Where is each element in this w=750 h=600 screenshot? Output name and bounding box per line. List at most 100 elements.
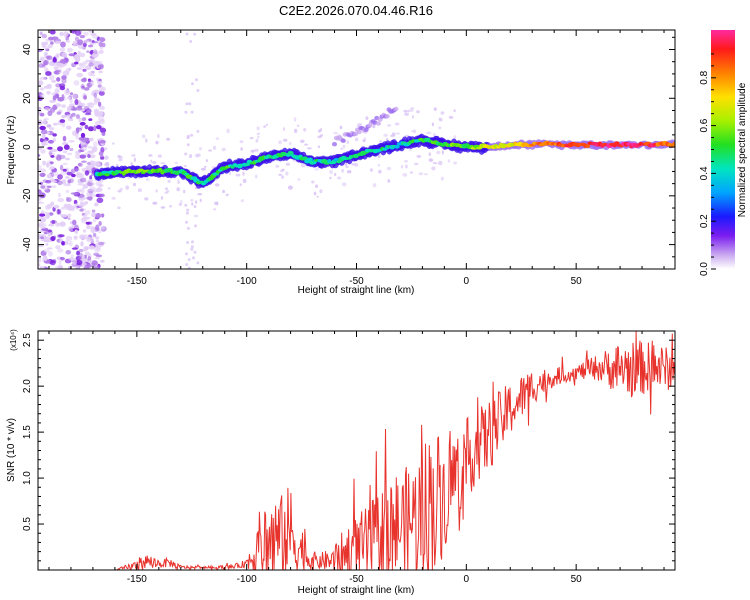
- streak-speck: [186, 241, 190, 244]
- faint-speck: [183, 189, 186, 194]
- faint-speck: [313, 191, 317, 196]
- faint-speck: [142, 134, 146, 139]
- faint-speck: [240, 147, 243, 151]
- faint-speck: [184, 164, 187, 168]
- faint-speck: [266, 123, 268, 127]
- faint-speck: [317, 145, 321, 149]
- faint-speck: [226, 128, 230, 134]
- snr-scale-label: (x10⁴): [9, 329, 18, 351]
- noise-speck: [38, 244, 44, 248]
- noise-speck: [51, 180, 57, 183]
- faint-speck: [125, 185, 130, 190]
- noise-speck: [40, 210, 45, 214]
- noise-speck: [101, 131, 106, 136]
- noise-speck: [47, 229, 53, 233]
- faint-speck: [281, 168, 285, 171]
- noise-speck: [73, 80, 80, 86]
- noise-speck: [42, 255, 48, 261]
- noise-speck: [65, 157, 70, 161]
- faint-speck: [208, 149, 213, 152]
- streak-speck: [196, 89, 200, 92]
- noise-speck: [38, 216, 42, 219]
- noise-speck: [38, 222, 44, 228]
- faint-speck: [228, 171, 231, 175]
- noise-speck: [83, 31, 89, 36]
- faint-speck: [316, 195, 319, 198]
- noise-speck: [52, 259, 57, 264]
- noise-speck: [48, 251, 53, 257]
- noise-speck: [65, 167, 69, 174]
- noise-speck: [86, 50, 90, 53]
- noise-speck: [43, 41, 49, 46]
- noise-speck: [92, 34, 99, 39]
- noise-speck: [48, 127, 55, 131]
- noise-speck: [38, 197, 42, 201]
- noise-speck: [50, 201, 55, 206]
- noise-speck: [41, 133, 46, 140]
- noise-speck: [77, 39, 84, 46]
- noise-speck: [55, 102, 61, 107]
- noise-speck: [93, 252, 100, 256]
- faint-speck: [416, 154, 422, 158]
- noise-speck: [73, 54, 80, 61]
- noise-speck: [82, 64, 86, 69]
- noise-speck: [73, 199, 78, 205]
- noise-speck: [43, 236, 51, 241]
- noise-speck: [61, 94, 65, 100]
- faint-speck: [288, 185, 293, 190]
- noise-speck: [94, 202, 99, 207]
- faint-speck: [239, 183, 242, 187]
- noise-speck: [59, 164, 64, 171]
- noise-speck: [100, 156, 105, 160]
- faint-speck: [334, 172, 337, 177]
- noise-speck: [39, 125, 46, 131]
- spectrogram-y-label: Frequency (Hz): [6, 116, 17, 185]
- noise-speck: [95, 243, 99, 248]
- streak-speck: [193, 32, 197, 36]
- faint-speck: [438, 117, 442, 121]
- noise-speck: [98, 193, 105, 198]
- noise-speck: [46, 175, 53, 179]
- faint-speck: [411, 129, 414, 133]
- noise-speck: [56, 77, 61, 82]
- x-tick-label: -100: [237, 276, 257, 287]
- noise-speck: [42, 138, 48, 142]
- noise-speck: [56, 111, 61, 115]
- noise-speck: [81, 117, 87, 122]
- faint-speck: [383, 133, 388, 137]
- faint-speck: [164, 187, 168, 190]
- faint-speck: [386, 166, 392, 171]
- noise-speck: [67, 205, 75, 211]
- noise-speck: [98, 60, 103, 65]
- noise-speck: [102, 42, 106, 48]
- noise-speck: [81, 217, 86, 222]
- noise-speck: [80, 173, 85, 179]
- noise-speck: [50, 107, 56, 113]
- noise-speck: [74, 61, 79, 65]
- noise-speck: [87, 80, 94, 83]
- faint-speck: [212, 145, 217, 150]
- faint-speck: [448, 116, 454, 119]
- ridge-core: [101, 170, 108, 174]
- streak-speck: [190, 245, 194, 249]
- noise-speck: [79, 208, 84, 212]
- noise-speck: [83, 246, 87, 252]
- noise-speck: [88, 30, 94, 33]
- noise-speck: [59, 221, 66, 227]
- branch-speck: [367, 123, 373, 128]
- noise-speck: [74, 165, 79, 172]
- faint-speck: [404, 160, 408, 163]
- faint-speck: [249, 137, 254, 140]
- ridge-core: [166, 167, 174, 173]
- noise-speck: [75, 30, 82, 36]
- noise-speck: [90, 154, 96, 158]
- faint-speck: [409, 148, 412, 151]
- noise-speck: [47, 139, 54, 144]
- faint-speck: [433, 133, 436, 137]
- branch-speck: [393, 106, 399, 112]
- spectrogram-x-label: Height of straight line (km): [298, 285, 415, 296]
- noise-speck: [75, 114, 81, 119]
- noise-speck: [70, 192, 78, 195]
- noise-speck: [65, 189, 70, 193]
- noise-speck: [51, 220, 55, 224]
